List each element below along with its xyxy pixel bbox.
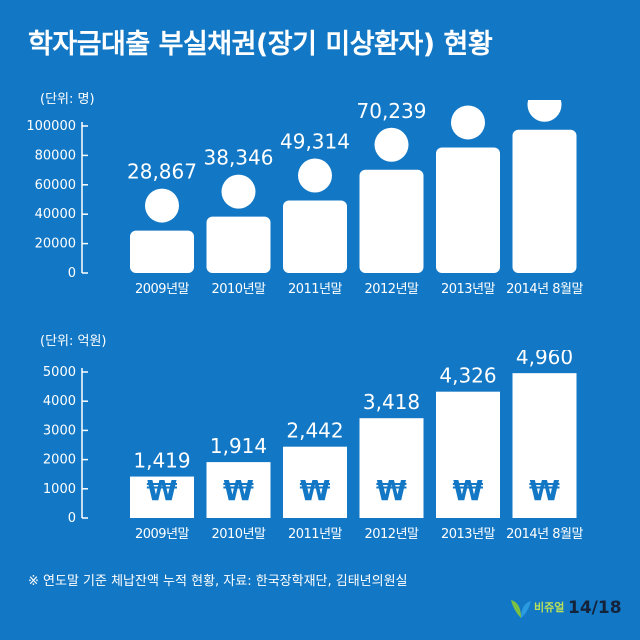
bar — [359, 418, 424, 518]
borrowers-bar-chart: 0 20000 40000 60000 80000 100000 28,867 2009년말 3… — [26, 100, 584, 297]
category-label: 2012년말 — [364, 527, 419, 542]
bar — [512, 373, 577, 518]
y-tick-label: 4000 — [43, 394, 76, 409]
bar — [512, 129, 577, 273]
value-label: 1,914 — [210, 434, 267, 458]
bar — [283, 200, 347, 273]
y-tick-label: 60000 — [35, 178, 76, 193]
won-symbol-icon: ₩ — [223, 474, 254, 507]
balance-bar-chart: 0 1000 2000 3000 4000 5000 ₩1,419 2009년말 ₩1,914 2… — [43, 350, 584, 542]
y-tick-label: 0 — [68, 266, 76, 281]
value-label: 49,314 — [280, 130, 350, 154]
y-tick-label: 40000 — [35, 207, 76, 222]
y-tick-label: 20000 — [35, 237, 76, 252]
bar — [436, 147, 500, 273]
category-label: 2014년 8월말 — [506, 282, 583, 297]
category-label: 2011년말 — [288, 282, 343, 297]
bar — [206, 216, 271, 273]
won-symbol-icon: ₩ — [147, 474, 178, 507]
value-label: 4,960 — [516, 350, 573, 369]
person-head-icon — [374, 127, 409, 162]
won-symbol-icon: ₩ — [300, 474, 331, 507]
value-label: 28,867 — [127, 160, 197, 184]
bar — [130, 230, 194, 273]
y-tick-label: 5000 — [43, 365, 76, 380]
footnote: ※ 연도말 기준 체납잔액 누적 현황, 자료: 한국장학재단, 김태년의원실 — [28, 574, 408, 589]
person-head-icon — [527, 100, 562, 122]
y-tick-label: 0 — [68, 511, 76, 526]
page-title: 학자금대출 부실채권(장기 미상환자) 현황 — [28, 29, 493, 60]
person-head-icon — [451, 105, 485, 140]
leaf-logo-icon — [511, 600, 531, 618]
value-label: 3,418 — [363, 390, 420, 414]
value-label: 38,346 — [204, 146, 274, 170]
category-label: 2009년말 — [135, 527, 190, 542]
won-symbol-icon: ₩ — [453, 474, 484, 507]
category-label: 2013년말 — [441, 527, 496, 542]
category-label: 2012년말 — [364, 282, 419, 297]
chart2-unit-label: (단위: 억원) — [40, 334, 107, 349]
brand-logo: 비쥬얼 — [508, 596, 608, 622]
category-label: 2009년말 — [135, 282, 190, 297]
bar — [359, 169, 424, 273]
category-label: 2011년말 — [288, 527, 343, 542]
person-head-icon — [145, 188, 179, 223]
category-label: 2010년말 — [211, 527, 266, 542]
y-tick-label: 1000 — [43, 482, 76, 497]
bar — [436, 391, 500, 518]
category-label: 2010년말 — [211, 282, 266, 297]
won-symbol-icon: ₩ — [376, 474, 407, 507]
page-number: 14/18 — [568, 598, 622, 618]
person-head-icon — [221, 174, 256, 209]
value-label: 1,419 — [133, 449, 190, 473]
category-label: 2013년말 — [441, 282, 496, 297]
value-label: 4,326 — [439, 364, 496, 388]
y-tick-label: 2000 — [43, 453, 76, 468]
won-symbol-icon: ₩ — [529, 474, 560, 507]
y-tick-label: 3000 — [43, 423, 76, 438]
category-label: 2014년 8월말 — [506, 527, 583, 542]
y-tick-label: 100000 — [26, 119, 76, 134]
bar — [206, 462, 271, 518]
bar — [130, 476, 194, 518]
bar — [283, 446, 347, 518]
value-label: 2,442 — [286, 419, 343, 443]
person-head-icon — [298, 158, 332, 193]
value-label: 70,239 — [357, 100, 427, 123]
chart1-unit-label: (단위: 명) — [40, 92, 95, 107]
logo-text: 비쥬얼 — [534, 601, 565, 614]
y-tick-label: 80000 — [35, 148, 76, 163]
